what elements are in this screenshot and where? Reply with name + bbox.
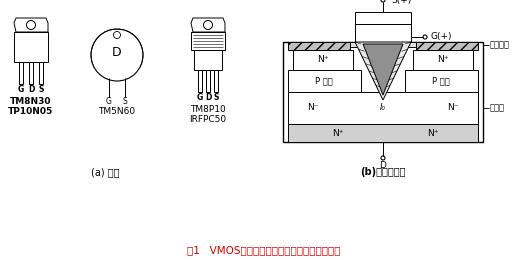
Text: G: G	[197, 94, 203, 102]
Bar	[14, 32, 48, 62]
Text: (b)内部结构构: (b)内部结构构	[360, 167, 406, 177]
Text: TM8P10: TM8P10	[190, 105, 226, 114]
Bar	[355, 12, 411, 24]
Text: I₀: I₀	[380, 103, 386, 113]
Polygon shape	[14, 18, 48, 32]
Bar	[191, 32, 225, 50]
Bar	[29, 62, 33, 84]
Text: TM8N30: TM8N30	[10, 96, 52, 106]
Bar	[293, 50, 353, 70]
Bar	[288, 42, 350, 50]
Text: D: D	[380, 160, 387, 170]
Bar	[214, 70, 218, 92]
Text: N⁺: N⁺	[437, 55, 449, 64]
Text: S: S	[213, 94, 218, 102]
Text: G: G	[106, 98, 112, 107]
Text: S: S	[123, 98, 127, 107]
Text: N⁺: N⁺	[332, 128, 344, 138]
Bar	[206, 70, 210, 92]
Bar	[405, 70, 478, 92]
Bar	[198, 70, 202, 92]
Text: N⁻: N⁻	[447, 103, 459, 113]
Text: S: S	[38, 86, 44, 94]
Text: 漂移区: 漂移区	[490, 103, 505, 113]
Polygon shape	[191, 18, 225, 32]
Bar	[39, 62, 43, 84]
Text: TP10N05: TP10N05	[8, 107, 53, 115]
Text: N⁺: N⁺	[427, 128, 439, 138]
Polygon shape	[363, 44, 403, 95]
Text: IRFPC50: IRFPC50	[189, 114, 226, 124]
Text: P 沟道: P 沟道	[432, 76, 450, 86]
Text: 图1   VMOS功率场效应管外形及内部结构示意图: 图1 VMOS功率场效应管外形及内部结构示意图	[187, 245, 341, 255]
Bar	[19, 62, 23, 84]
Text: G: G	[18, 86, 24, 94]
Bar	[350, 42, 416, 47]
Polygon shape	[355, 42, 411, 100]
Text: (a) 外形: (a) 外形	[91, 167, 119, 177]
Text: 二氧化硅: 二氧化硅	[490, 41, 510, 49]
Bar	[288, 124, 478, 142]
Text: TM5N60: TM5N60	[98, 107, 135, 115]
Text: G(+): G(+)	[430, 32, 452, 42]
Text: N⁻: N⁻	[307, 103, 319, 113]
Bar	[194, 50, 222, 70]
Bar	[413, 50, 473, 70]
Text: P 沟道: P 沟道	[315, 76, 333, 86]
Bar	[416, 42, 478, 50]
Bar	[288, 92, 478, 124]
Bar	[283, 42, 483, 142]
Text: S(+): S(+)	[391, 0, 411, 4]
Text: N⁺: N⁺	[317, 55, 329, 64]
Text: D: D	[28, 86, 34, 94]
Bar	[288, 70, 361, 92]
Text: D: D	[112, 46, 122, 58]
Bar	[355, 24, 411, 47]
Text: D: D	[205, 94, 211, 102]
